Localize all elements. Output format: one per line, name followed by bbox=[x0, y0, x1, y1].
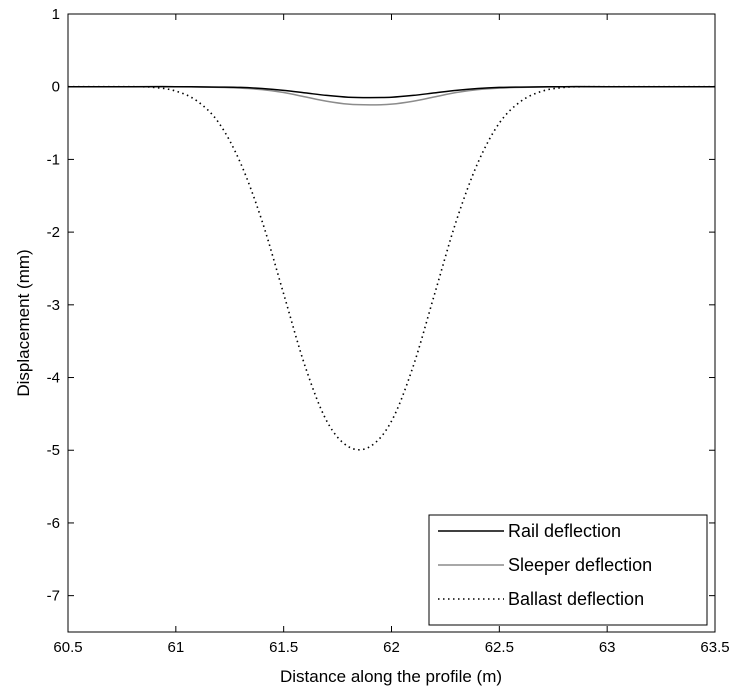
x-tick-label: 63 bbox=[599, 639, 616, 656]
series-layer bbox=[67, 85, 715, 451]
legend: Rail deflection Sleeper deflection Balla… bbox=[428, 514, 708, 626]
legend-box bbox=[428, 514, 708, 626]
y-axis-label: Displacement (mm) bbox=[14, 249, 33, 396]
x-axis-label: Distance along the profile (m) bbox=[280, 667, 502, 686]
series-line-ballast bbox=[67, 85, 715, 451]
x-tick-label: 60.5 bbox=[53, 639, 82, 656]
x-axis: 60.5 61 61.5 62 62.5 63 63.5 bbox=[53, 14, 730, 656]
y-tick-label: -1 bbox=[47, 151, 60, 168]
x-tick-label: 61.5 bbox=[269, 639, 298, 656]
y-tick-label: 0 bbox=[52, 79, 60, 96]
series-line-rail bbox=[68, 85, 715, 99]
y-tick-label: -3 bbox=[47, 297, 60, 314]
y-tick-label: -2 bbox=[47, 224, 60, 241]
x-tick-label: 61 bbox=[167, 639, 184, 656]
x-tick-label: 63.5 bbox=[700, 639, 729, 656]
y-tick-label: -7 bbox=[47, 588, 60, 605]
x-tick-label: 62.5 bbox=[485, 639, 514, 656]
y-tick-label: -4 bbox=[47, 370, 60, 387]
legend-label-rail: Rail deflection bbox=[508, 521, 621, 541]
legend-label-ballast: Ballast deflection bbox=[508, 589, 644, 609]
y-tick-label: -5 bbox=[47, 442, 60, 459]
legend-label-sleeper: Sleeper deflection bbox=[508, 555, 652, 575]
y-tick-label: -6 bbox=[47, 515, 60, 532]
x-tick-label: 62 bbox=[383, 639, 400, 656]
y-axis: 1 0 -1 -2 -3 -4 -5 -6 -7 bbox=[47, 6, 715, 605]
y-tick-label: 1 bbox=[52, 6, 60, 23]
